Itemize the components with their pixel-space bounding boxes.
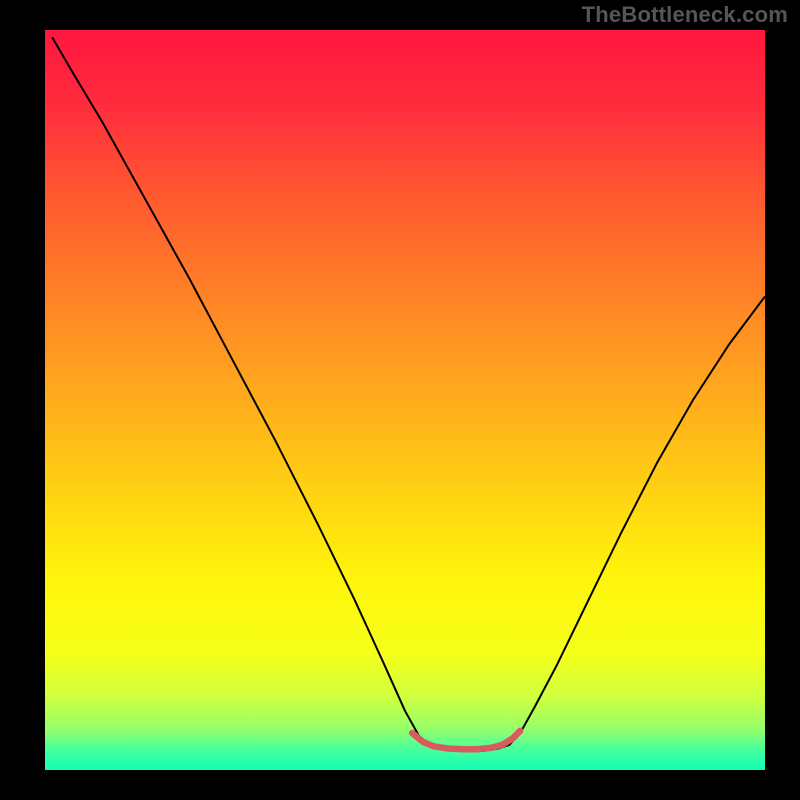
plot-area xyxy=(45,30,765,770)
watermark-text: TheBottleneck.com xyxy=(582,2,788,28)
plot-svg xyxy=(45,30,765,770)
gradient-background xyxy=(45,30,765,770)
chart-frame: TheBottleneck.com xyxy=(0,0,800,800)
